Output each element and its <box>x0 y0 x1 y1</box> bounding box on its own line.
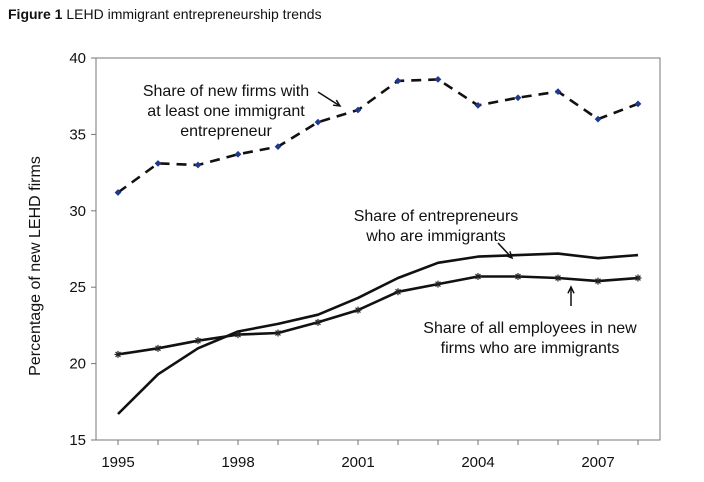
x-tick-label: 1998 <box>221 454 254 471</box>
annotation-label: Share of entrepreneurs <box>354 208 519 225</box>
data-point-employees_immigrants <box>434 280 442 288</box>
data-point-employees_immigrants <box>634 274 642 282</box>
data-point-employees_immigrants <box>194 337 202 345</box>
y-axis-label: Percentage of new LEHD firms <box>27 156 44 376</box>
data-point-employees_immigrants <box>594 277 602 285</box>
data-point-employees_immigrants <box>274 329 282 337</box>
series-layer <box>114 76 642 415</box>
series-line-entrepreneurs_immigrants <box>117 252 639 415</box>
data-point-employees_immigrants <box>154 344 162 352</box>
y-tick-label: 15 <box>69 432 86 449</box>
data-point-immigrant_share_new_firms <box>394 77 402 85</box>
annotation-label: Share of all employees in new <box>423 320 637 337</box>
annotation-arrow-line <box>497 242 513 259</box>
data-point-immigrant_share_new_firms <box>434 76 442 83</box>
data-point-immigrant_share_new_firms <box>514 94 522 102</box>
x-tick-label: 2004 <box>461 454 494 471</box>
series-line-employees_immigrants <box>117 275 639 356</box>
data-point-immigrant_share_new_firms <box>594 115 602 123</box>
y-tick-label: 35 <box>69 126 86 143</box>
y-tick-label: 20 <box>69 356 86 373</box>
data-point-employees_immigrants <box>514 273 522 281</box>
data-point-immigrant_share_new_firms <box>314 118 322 126</box>
annotation-label: who are immigrants <box>365 228 506 245</box>
y-tick-label: 30 <box>69 203 86 220</box>
data-point-immigrant_share_new_firms <box>354 106 362 114</box>
x-tick-label: 2007 <box>581 454 614 471</box>
data-point-immigrant_share_new_firms <box>474 102 482 109</box>
data-point-employees_immigrants <box>474 273 482 281</box>
annotation-label: Share of new firms with <box>143 83 309 100</box>
data-point-immigrant_share_new_firms <box>114 189 122 196</box>
figure-caption: LEHD immigrant entrepreneurship trends <box>66 6 322 22</box>
annotation-label: at least one immigrant <box>147 103 305 120</box>
annotation-arrow-head <box>505 251 514 260</box>
y-tick-label: 40 <box>69 50 86 67</box>
data-point-employees_immigrants <box>554 274 562 282</box>
annotation-label: firms who are immigrants <box>441 340 620 357</box>
annotation-arrow-line <box>317 91 341 107</box>
data-point-employees_immigrants <box>394 288 402 296</box>
data-point-employees_immigrants <box>114 350 122 358</box>
x-tick-label: 1995 <box>101 454 134 471</box>
annotation-arrow-head <box>332 99 342 107</box>
y-tick-label: 25 <box>69 279 86 296</box>
data-point-employees_immigrants <box>354 306 362 314</box>
data-point-immigrant_share_new_firms <box>554 88 562 95</box>
data-point-immigrant_share_new_firms <box>274 143 282 150</box>
data-point-immigrant_share_new_firms <box>154 160 162 167</box>
data-point-employees_immigrants <box>234 331 242 339</box>
data-point-immigrant_share_new_firms <box>234 150 242 158</box>
data-point-immigrant_share_new_firms <box>634 100 642 108</box>
figure-title: Figure 1 LEHD immigrant entrepreneurship… <box>8 6 322 22</box>
x-tick-label: 2001 <box>341 454 374 471</box>
plot-frame <box>95 57 661 441</box>
annotation-label: entrepreneur <box>180 123 272 140</box>
figure-number: Figure 1 <box>8 6 63 22</box>
data-point-employees_immigrants <box>314 318 322 326</box>
axes: 15 20 25 30 35 40 1995 1998 2001 2004 2007 <box>69 50 661 471</box>
annotations-layer: Share of new firms with at least one immi… <box>143 83 637 357</box>
data-point-immigrant_share_new_firms <box>194 161 202 169</box>
annotation-arrow-head <box>567 285 575 294</box>
